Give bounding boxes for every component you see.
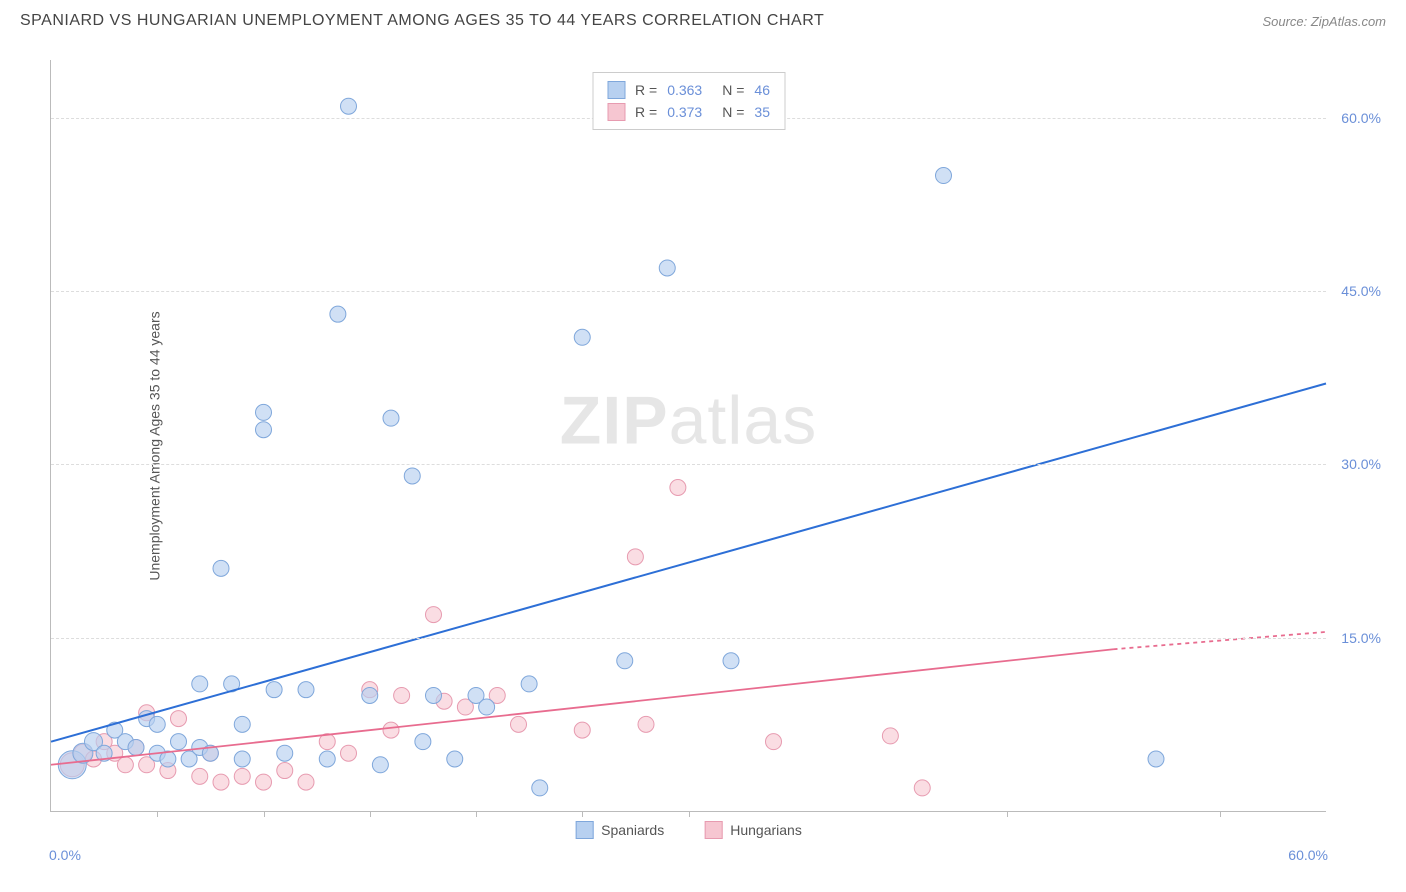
- hungarians-point: [171, 711, 187, 727]
- spaniards-point: [234, 751, 250, 767]
- x-tick: [582, 811, 583, 817]
- spaniards-point: [479, 699, 495, 715]
- chart-container: Unemployment Among Ages 35 to 44 years Z…: [50, 50, 1386, 842]
- legend-series-label: Spaniards: [601, 822, 664, 838]
- y-tick-label: 30.0%: [1341, 456, 1381, 472]
- legend-correlation-row: R = 0.373 N = 35: [607, 101, 770, 123]
- spaniards-trendline: [51, 384, 1326, 742]
- legend-n-label: N =: [722, 82, 744, 98]
- hungarians-point: [426, 607, 442, 623]
- spaniards-point: [213, 560, 229, 576]
- x-tick: [157, 811, 158, 817]
- spaniards-point: [277, 745, 293, 761]
- spaniards-point: [266, 682, 282, 698]
- hungarians-point: [234, 768, 250, 784]
- spaniards-point: [149, 716, 165, 732]
- spaniards-point: [532, 780, 548, 796]
- legend-n-value: 46: [754, 82, 770, 98]
- legend-swatch: [575, 821, 593, 839]
- chart-title: SPANIARD VS HUNGARIAN UNEMPLOYMENT AMONG…: [20, 12, 824, 30]
- spaniards-point: [426, 687, 442, 703]
- spaniards-point: [298, 682, 314, 698]
- hungarians-point: [213, 774, 229, 790]
- legend-r-value: 0.363: [667, 82, 702, 98]
- hungarians-point: [394, 687, 410, 703]
- hungarians-point: [766, 734, 782, 750]
- spaniards-point: [404, 468, 420, 484]
- spaniards-point: [192, 676, 208, 692]
- hungarians-point: [117, 757, 133, 773]
- spaniards-point: [341, 98, 357, 114]
- hungarians-point: [341, 745, 357, 761]
- chart-source: Source: ZipAtlas.com: [1262, 14, 1386, 29]
- spaniards-point: [574, 329, 590, 345]
- hungarians-point: [511, 716, 527, 732]
- x-axis-min-label: 0.0%: [49, 847, 81, 863]
- spaniards-point: [383, 410, 399, 426]
- spaniards-point: [521, 676, 537, 692]
- hungarians-point: [882, 728, 898, 744]
- legend-swatch: [607, 81, 625, 99]
- hungarians-point: [277, 763, 293, 779]
- legend-swatch: [704, 821, 722, 839]
- legend-correlation-row: R = 0.363 N = 46: [607, 79, 770, 101]
- chart-header: SPANIARD VS HUNGARIAN UNEMPLOYMENT AMONG…: [0, 0, 1406, 38]
- hungarians-point: [670, 479, 686, 495]
- hungarians-point: [298, 774, 314, 790]
- x-tick: [1007, 811, 1008, 817]
- x-tick: [264, 811, 265, 817]
- gridline-h: [51, 291, 1326, 292]
- legend-series-label: Hungarians: [730, 822, 802, 838]
- x-axis-max-label: 60.0%: [1288, 847, 1328, 863]
- gridline-h: [51, 464, 1326, 465]
- legend-n-label: N =: [722, 104, 744, 120]
- spaniards-point: [256, 404, 272, 420]
- spaniards-point: [1148, 751, 1164, 767]
- legend-series: Spaniards Hungarians: [575, 821, 802, 839]
- hungarians-point: [638, 716, 654, 732]
- legend-correlation: R = 0.363 N = 46 R = 0.373 N = 35: [592, 72, 785, 130]
- hungarians-trendline: [51, 649, 1114, 765]
- spaniards-point: [171, 734, 187, 750]
- spaniards-point: [362, 687, 378, 703]
- hungarians-point: [256, 774, 272, 790]
- spaniards-point: [128, 739, 144, 755]
- hungarians-point: [192, 768, 208, 784]
- plot-area: ZIPatlas R =0.363N =46R =0.373N =35 0.0%…: [50, 60, 1326, 812]
- y-tick-label: 45.0%: [1341, 283, 1381, 299]
- x-tick: [689, 811, 690, 817]
- gridline-h: [51, 638, 1326, 639]
- spaniards-point: [617, 653, 633, 669]
- spaniards-point: [372, 757, 388, 773]
- spaniards-point: [723, 653, 739, 669]
- legend-swatch: [607, 103, 625, 121]
- y-tick-label: 15.0%: [1341, 630, 1381, 646]
- x-tick: [1220, 811, 1221, 817]
- spaniards-point: [256, 422, 272, 438]
- x-tick: [370, 811, 371, 817]
- legend-series-item: Hungarians: [704, 821, 802, 839]
- y-tick-label: 60.0%: [1341, 110, 1381, 126]
- spaniards-point: [659, 260, 675, 276]
- legend-r-label: R =: [635, 82, 657, 98]
- hungarians-point: [574, 722, 590, 738]
- plot-svg: [51, 60, 1326, 811]
- legend-n-value: 35: [754, 104, 770, 120]
- legend-r-value: 0.373: [667, 104, 702, 120]
- hungarians-point: [627, 549, 643, 565]
- hungarians-point: [914, 780, 930, 796]
- spaniards-point: [447, 751, 463, 767]
- spaniards-point: [936, 168, 952, 184]
- spaniards-point: [415, 734, 431, 750]
- legend-series-item: Spaniards: [575, 821, 664, 839]
- spaniards-point: [319, 751, 335, 767]
- x-tick: [476, 811, 477, 817]
- hungarians-point: [383, 722, 399, 738]
- spaniards-point: [234, 716, 250, 732]
- hungarians-trendline-dashed: [1114, 632, 1327, 649]
- legend-r-label: R =: [635, 104, 657, 120]
- spaniards-point: [330, 306, 346, 322]
